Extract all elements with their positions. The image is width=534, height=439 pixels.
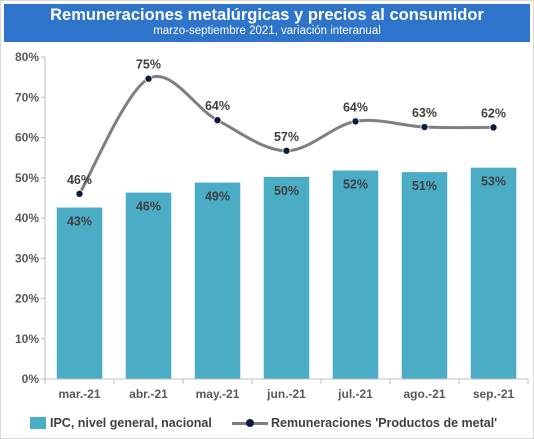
line-data-label: 57% [274, 130, 299, 144]
y-tick-label: 0% [22, 372, 40, 386]
y-tick-label: 40% [15, 211, 39, 225]
bar [125, 192, 172, 379]
y-tick-label: 30% [15, 251, 39, 265]
bar [401, 172, 448, 379]
x-tick-label: mar.-21 [58, 387, 100, 401]
line-data-label: 62% [481, 106, 506, 120]
y-tick-label: 50% [15, 171, 39, 185]
bar-data-label: 46% [136, 200, 161, 214]
chart-legend: IPC, nivel general, nacional Remuneracio… [0, 412, 534, 436]
line-data-label: 46% [67, 173, 92, 187]
line-data-label: 75% [136, 58, 161, 72]
bar-data-label: 43% [67, 215, 92, 229]
y-tick-label: 10% [15, 332, 39, 346]
line-marker [213, 116, 222, 125]
y-tick-label: 60% [15, 131, 39, 145]
legend-item-line: Remuneraciones 'Productos de metal' [232, 416, 497, 430]
bar [263, 176, 310, 379]
line-data-label: 64% [343, 100, 368, 114]
legend-item-bars: IPC, nivel general, nacional [30, 416, 212, 430]
x-tick-label: sep.-21 [473, 387, 515, 401]
chart-title: Remuneraciones metalúrgicas y precios al… [50, 6, 484, 24]
legend-bars-label: IPC, nivel general, nacional [50, 416, 212, 430]
legend-bar-swatch [30, 417, 46, 429]
chart-subtitle: marzo-septiembre 2021, variación interan… [153, 25, 381, 37]
line-marker [420, 123, 429, 132]
y-tick-label: 80% [15, 50, 39, 64]
line-marker [351, 117, 360, 126]
bar [194, 182, 241, 379]
bar [56, 207, 103, 379]
line-data-label: 64% [205, 99, 230, 113]
line-marker [282, 146, 291, 155]
bar [470, 167, 517, 379]
line-marker [75, 189, 84, 198]
x-tick-label: jul.-21 [337, 387, 373, 401]
bar-data-label: 52% [343, 178, 368, 192]
legend-line-label: Remuneraciones 'Productos de metal' [271, 416, 498, 430]
bar-data-label: 50% [274, 184, 299, 198]
chart-plot: 0% 10% 20% 30% 40% 50% 60% 70% 80% mar.-21 abr.-21… [15, 50, 529, 401]
bar-data-label: 53% [481, 175, 506, 189]
chart-header: Remuneraciones metalúrgicas y precios al… [4, 4, 530, 42]
bar-data-label: 49% [205, 190, 230, 204]
x-tick-label: ago.-21 [403, 387, 445, 401]
line-marker [144, 74, 153, 83]
line-marker [489, 123, 498, 132]
x-tick-label: jun.-21 [266, 387, 306, 401]
y-tick-label: 20% [15, 292, 39, 306]
bar-data-label: 51% [412, 179, 437, 193]
y-tick-label: 70% [15, 90, 39, 104]
x-tick-label: abr.-21 [129, 387, 168, 401]
bar [332, 170, 379, 379]
line-data-label: 63% [412, 106, 437, 120]
legend-line-swatch [232, 417, 268, 429]
x-tick-label: may.-21 [196, 387, 240, 401]
